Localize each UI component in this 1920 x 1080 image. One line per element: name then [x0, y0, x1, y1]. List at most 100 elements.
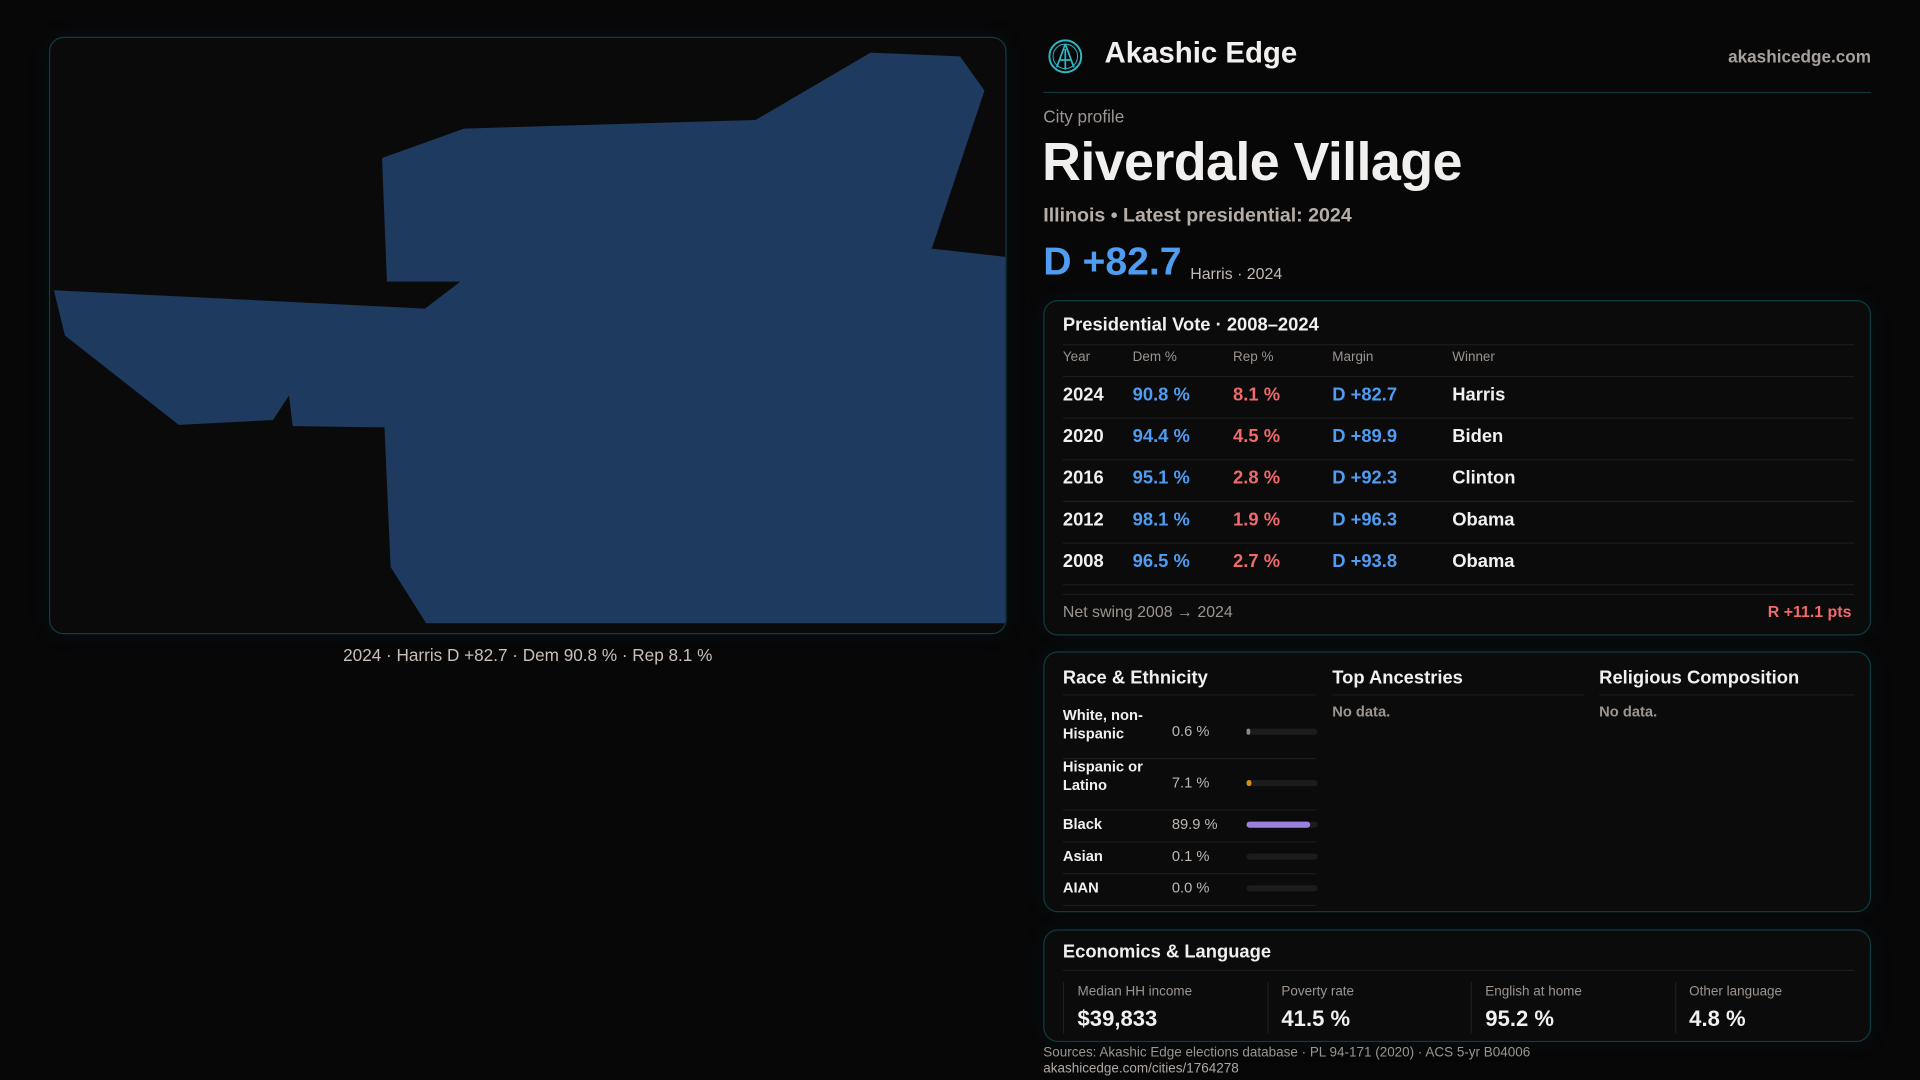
akashic-logo-icon [1048, 39, 1083, 74]
race-bar [1246, 821, 1318, 828]
vote-cell-year: 2012 [1062, 509, 1104, 531]
religion-empty: No data. [1599, 702, 1658, 721]
race-value: 0.0 % [1171, 879, 1210, 897]
vote-cell-margin: D +96.3 [1332, 509, 1398, 531]
presidential-vote-panel: Presidential Vote · 2008–2024 Year Dem % R… [1043, 300, 1872, 636]
headline-margin-note: Harris · 2024 [1190, 264, 1283, 283]
race-label: Black [1062, 815, 1103, 833]
vote-cell-winner: Obama [1452, 551, 1515, 572]
header-margin: Margin [1332, 350, 1374, 365]
vote-cell-winner: Biden [1452, 426, 1504, 447]
race-value: 7.1 % [1171, 773, 1210, 792]
race-bar [1246, 780, 1318, 787]
vote-cell-dem: 98.1 % [1132, 509, 1190, 531]
religion-title: Religious Composition [1599, 667, 1800, 689]
vote-cell-dem: 95.1 % [1132, 467, 1190, 489]
page-subtitle: Illinois • Latest presidential: 2024 [1043, 205, 1352, 227]
divider [1062, 542, 1854, 544]
vote-cell-winner: Obama [1452, 509, 1515, 531]
headline-margin: D +82.7 [1043, 238, 1182, 283]
vote-cell-dem: 94.4 % [1132, 426, 1190, 447]
race-bar-fill [1246, 780, 1252, 787]
race-bar-fill [1246, 728, 1251, 735]
header-winner: Winner [1452, 350, 1495, 365]
race-bar [1246, 885, 1318, 892]
econ-title: Economics & Language [1062, 941, 1272, 963]
vote-cell-winner: Clinton [1452, 467, 1516, 489]
divider [1062, 417, 1854, 419]
page-kicker: City profile [1043, 106, 1125, 127]
map-panel[interactable] [48, 36, 1007, 635]
econ-stat-label: Other language [1689, 984, 1783, 1000]
divider [1062, 982, 1065, 1034]
economics-panel: Economics & Language Median HH income $3… [1043, 929, 1872, 1043]
divider [1062, 873, 1317, 875]
divider [1062, 459, 1854, 461]
econ-stat-value: $39,833 [1077, 1006, 1158, 1032]
ancestries-title: Top Ancestries [1332, 667, 1463, 689]
race-value: 0.1 % [1171, 847, 1210, 865]
race-label: White, non-Hispanic [1062, 706, 1143, 743]
brand-domain-link[interactable]: akashicedge.com [1728, 46, 1872, 67]
vote-cell-year: 2020 [1062, 426, 1104, 447]
page-title: Riverdale Village [1042, 132, 1462, 193]
vote-cell-rep: 1.9 % [1233, 509, 1281, 531]
header-year: Year [1062, 350, 1091, 365]
vote-cell-year: 2024 [1062, 384, 1104, 406]
divider [1062, 904, 1317, 907]
header-dem: Dem % [1132, 350, 1177, 365]
vote-cell-year: 2008 [1062, 551, 1104, 572]
econ-stat-value: 95.2 % [1485, 1006, 1554, 1032]
vote-cell-rep: 2.8 % [1233, 467, 1281, 489]
race-value: 89.9 % [1171, 815, 1218, 833]
demographics-panel: Race & Ethnicity White, non-Hispanic 0.6… [1043, 651, 1872, 913]
vote-cell-margin: D +82.7 [1332, 384, 1398, 406]
divider [1674, 982, 1676, 1034]
header-rep: Rep % [1233, 350, 1274, 365]
divider [1062, 694, 1317, 696]
city-url-link[interactable]: akashicedge.com/cities/1764278 [1043, 1061, 1239, 1077]
vote-cell-margin: D +89.9 [1332, 426, 1398, 447]
net-swing-value: R +11.1 pts [1767, 602, 1852, 621]
vote-cell-margin: D +92.3 [1332, 467, 1398, 489]
race-label: Asian [1062, 847, 1103, 865]
divider [1470, 982, 1472, 1034]
divider [1062, 344, 1854, 346]
brand-name: Akashic Edge [1104, 36, 1298, 70]
vote-cell-margin: D +93.8 [1332, 551, 1398, 572]
divider [1062, 757, 1317, 760]
race-value: 0.6 % [1171, 722, 1210, 740]
divider [1332, 694, 1585, 696]
vote-cell-winner: Harris [1452, 384, 1506, 406]
race-bar-fill [1246, 821, 1311, 828]
econ-stat-label: English at home [1485, 984, 1582, 1000]
divider [1599, 694, 1854, 696]
race-label: Hispanic or Latino [1062, 757, 1143, 794]
vote-cell-dem: 96.5 % [1132, 551, 1190, 572]
divider [1062, 375, 1854, 378]
divider [1062, 841, 1317, 843]
vote-cell-rep: 4.5 % [1233, 426, 1281, 447]
header-divider [1043, 91, 1872, 94]
ancestries-empty: No data. [1332, 702, 1391, 721]
divider [1062, 500, 1854, 503]
econ-stat-value: 4.8 % [1689, 1006, 1746, 1032]
sources-text: Sources: Akashic Edge elections database… [1043, 1045, 1531, 1061]
race-bar [1246, 853, 1318, 860]
map-caption: 2024 · Harris D +82.7 · Dem 90.8 % · Rep… [343, 645, 713, 665]
econ-stat-value: 41.5 % [1281, 1006, 1351, 1032]
race-label: AIAN [1062, 879, 1099, 897]
net-swing-label: Net swing 2008 → 2024 [1062, 602, 1233, 621]
vote-cell-rep: 8.1 % [1233, 384, 1281, 406]
race-bar [1246, 728, 1318, 735]
vote-cell-dem: 90.8 % [1132, 384, 1190, 406]
vote-cell-rep: 2.7 % [1233, 551, 1281, 572]
divider [1062, 969, 1854, 972]
divider [1266, 982, 1268, 1034]
econ-stat-label: Poverty rate [1281, 984, 1355, 1000]
city-boundary-map [53, 52, 1007, 624]
divider [1062, 593, 1854, 596]
city-boundary-shape[interactable] [53, 52, 1007, 624]
econ-stat-label: Median HH income [1077, 984, 1193, 1000]
